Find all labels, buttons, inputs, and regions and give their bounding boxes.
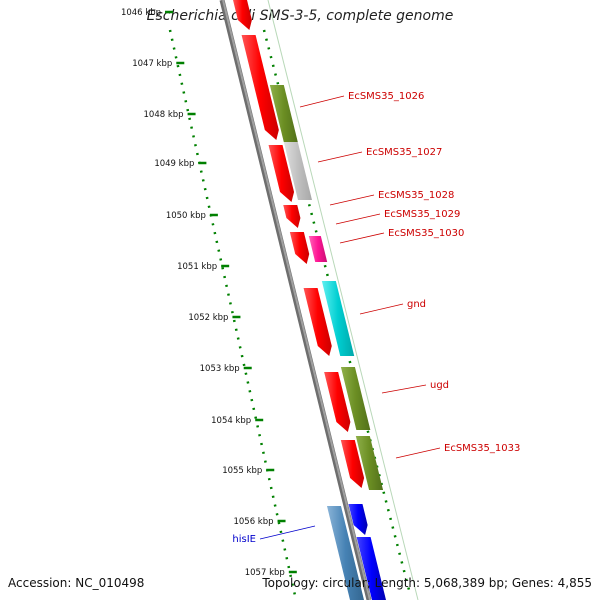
feature-label-ugd: ugd [430, 380, 449, 391]
accession-text: Accession: NC_010498 [8, 576, 145, 590]
tick-label: 1051 kbp [177, 262, 217, 272]
feature-label-hisIE: hisIE [232, 534, 256, 545]
feature-glyph-EcSMS35_1026 [269, 85, 298, 142]
feature-glyph-gnd [321, 281, 355, 356]
callout-line [395, 447, 441, 459]
tick-label: 1054 kbp [211, 416, 251, 426]
feature-label-EcSMS35_1028: EcSMS35_1028 [378, 190, 454, 201]
feature-glyph-blue-1 [348, 504, 368, 535]
feature-glyph-hisIE [326, 506, 364, 600]
cds-glyph-6 [303, 288, 332, 356]
cds-glyph-8 [340, 440, 365, 488]
cds-glyph-2 [241, 35, 279, 140]
feature-label-EcSMS35_1026: EcSMS35_1026 [348, 91, 424, 102]
inner-guide-line [267, 0, 419, 600]
tick-label: 1056 kbp [233, 517, 273, 527]
tick-label: 1050 kbp [166, 211, 206, 221]
backbone-highlight [222, 0, 371, 600]
feature-label-gnd: gnd [407, 299, 426, 310]
genome-summary-text: Topology: circular; Length: 5,068,389 bp… [262, 576, 592, 590]
feature-glyph-EcSMS35_1033 [355, 436, 384, 490]
tick-label: 1057 kbp [245, 568, 285, 578]
tick-label: 1052 kbp [188, 313, 228, 323]
feature-label-EcSMS35_1033: EcSMS35_1033 [444, 443, 520, 454]
callout-line [359, 303, 404, 315]
tick-label-layer: 1046 kbp 1047 kbp 1048 kbp 1049 kbp 1050 kbp… [121, 8, 297, 578]
tick-label: 1048 kbp [144, 110, 184, 120]
feature-glyph-ugd [340, 367, 371, 430]
callout-line [259, 525, 316, 540]
callout-line [299, 95, 345, 108]
callout-line [317, 151, 363, 163]
cds-glyph-3 [268, 145, 295, 202]
feature-layer [233, 0, 386, 600]
tick-label: 1047 kbp [132, 59, 172, 69]
tick-label: 1049 kbp [154, 159, 194, 169]
feature-glyph-EcSMS35_1027 [283, 142, 312, 200]
outer-dotted-line [168, 29, 298, 600]
outer-tick-track [168, 29, 298, 600]
feature-label-EcSMS35_1029: EcSMS35_1029 [384, 209, 460, 220]
tick-label: 1053 kbp [200, 364, 240, 374]
label-layer: EcSMS35_1026 EcSMS35_1027 EcSMS35_1028 EcSM… [232, 91, 520, 545]
callout-line [339, 232, 385, 244]
genome-backbone [219, 0, 372, 600]
callout-line [381, 384, 427, 394]
feature-glyph-EcSMS35_1030 [308, 236, 328, 262]
cds-glyph-5 [289, 232, 310, 264]
feature-label-EcSMS35_1027: EcSMS35_1027 [366, 147, 442, 158]
tick-label: 1046 kbp [121, 8, 161, 18]
cds-glyph-4 [283, 205, 301, 228]
callout-line [329, 194, 375, 206]
feature-glyph-blue-2 [356, 537, 386, 600]
cds-glyph-1 [233, 0, 252, 30]
callout-line [335, 213, 381, 225]
feature-label-EcSMS35_1030: EcSMS35_1030 [388, 228, 464, 239]
tick-label: 1055 kbp [222, 466, 262, 476]
cds-glyph-7 [324, 372, 351, 432]
